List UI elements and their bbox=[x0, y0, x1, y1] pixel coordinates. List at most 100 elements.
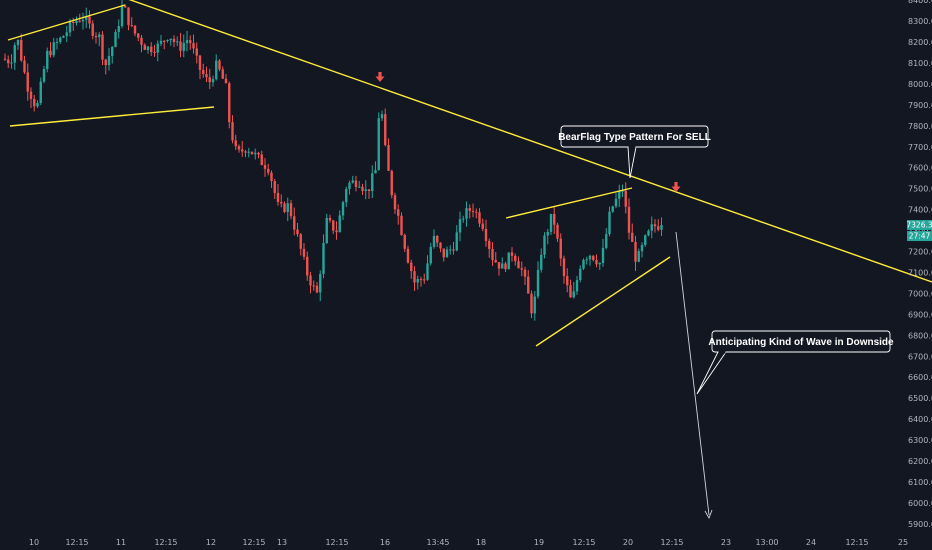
candle bbox=[322, 234, 325, 279]
candle bbox=[406, 245, 410, 264]
candle bbox=[42, 65, 46, 84]
candle bbox=[432, 229, 436, 249]
candle bbox=[302, 243, 306, 260]
candle bbox=[270, 170, 273, 188]
candle bbox=[455, 225, 458, 252]
candle bbox=[192, 34, 195, 54]
candle bbox=[33, 95, 36, 112]
candle bbox=[549, 213, 553, 235]
candle bbox=[410, 259, 413, 279]
candle bbox=[166, 39, 169, 43]
candle bbox=[179, 32, 182, 58]
candle bbox=[650, 216, 653, 239]
candle bbox=[634, 235, 637, 271]
candle bbox=[198, 54, 202, 80]
y-tick-label: 6300.0 bbox=[908, 436, 932, 445]
y-tick-label: 7500.0 bbox=[908, 185, 932, 194]
candle bbox=[276, 183, 280, 206]
candle bbox=[224, 73, 228, 84]
countdown-tag bbox=[907, 231, 932, 242]
candle bbox=[98, 32, 101, 47]
candle bbox=[507, 252, 510, 270]
candle bbox=[205, 66, 208, 82]
wave-callout[interactable]: Anticipating Kind of Wave in Downside bbox=[696, 330, 894, 395]
candle bbox=[465, 201, 468, 227]
candle bbox=[614, 192, 618, 209]
candle bbox=[458, 211, 462, 242]
candle bbox=[449, 245, 452, 255]
main-downtrend-line[interactable] bbox=[125, 0, 932, 283]
candle bbox=[150, 42, 153, 56]
x-tick-label: 13:45 bbox=[426, 538, 449, 547]
candle bbox=[153, 44, 156, 57]
candle bbox=[488, 238, 491, 258]
candle bbox=[338, 210, 341, 233]
candle bbox=[400, 212, 403, 236]
x-tick-label: 12:15 bbox=[154, 538, 177, 547]
candle bbox=[159, 34, 163, 47]
candle bbox=[10, 54, 13, 69]
y-tick-label: 8100.0 bbox=[908, 59, 932, 68]
left-triangle-lower[interactable] bbox=[9, 106, 215, 127]
candle bbox=[559, 233, 562, 267]
time-axis[interactable]: 10 12:15 11 12:15 12 12:15 13 12:15 16 13:45 18 19 1… bbox=[29, 538, 908, 547]
x-tick-label: 23 bbox=[721, 538, 731, 547]
candle bbox=[494, 252, 497, 264]
candle bbox=[81, 12, 85, 30]
candle bbox=[452, 242, 455, 255]
candle bbox=[601, 238, 605, 267]
candle bbox=[309, 271, 312, 294]
candle bbox=[657, 219, 660, 232]
y-tick-label: 8000.0 bbox=[908, 80, 932, 89]
flag-lower-line[interactable] bbox=[535, 256, 671, 347]
candle bbox=[335, 221, 338, 240]
projection-arrow-line bbox=[675, 231, 710, 516]
flag-upper-line[interactable] bbox=[505, 187, 633, 219]
candle bbox=[429, 242, 432, 266]
candle bbox=[325, 213, 328, 244]
candle bbox=[530, 290, 533, 319]
candle bbox=[644, 234, 647, 247]
candle bbox=[111, 45, 114, 64]
sell-arrow-icon bbox=[375, 72, 385, 82]
candle bbox=[354, 175, 358, 192]
candle bbox=[3, 53, 7, 61]
candle bbox=[176, 36, 179, 46]
candle bbox=[143, 43, 146, 50]
y-tick-label: 6800.0 bbox=[908, 331, 932, 340]
candle bbox=[133, 25, 137, 37]
y-tick-label: 6600.0 bbox=[908, 373, 932, 382]
candle bbox=[55, 38, 59, 50]
candle bbox=[228, 81, 231, 129]
candle bbox=[218, 58, 221, 72]
candle bbox=[416, 275, 419, 290]
candle bbox=[523, 266, 527, 286]
candle bbox=[250, 151, 254, 155]
x-tick-label: 13:00 bbox=[755, 538, 778, 547]
candle bbox=[520, 261, 523, 277]
candle bbox=[263, 158, 267, 177]
projection-arrow-head bbox=[704, 509, 713, 520]
x-tick-label: 13 bbox=[277, 538, 287, 547]
candle bbox=[543, 232, 546, 259]
candle bbox=[49, 42, 52, 58]
y-tick-label: 6700.0 bbox=[908, 352, 932, 361]
left-triangle-upper[interactable] bbox=[7, 4, 126, 41]
candle bbox=[39, 77, 42, 106]
candle bbox=[156, 40, 159, 62]
candle bbox=[640, 242, 644, 258]
candle bbox=[384, 108, 387, 147]
bearflag-callout[interactable]: BearFlag Type Pattern For SELL bbox=[558, 125, 711, 179]
candle bbox=[569, 279, 572, 298]
candle bbox=[163, 40, 166, 50]
candle bbox=[439, 242, 442, 253]
candle bbox=[124, 4, 127, 8]
candle bbox=[234, 134, 237, 150]
candle bbox=[582, 258, 585, 271]
candle bbox=[611, 205, 614, 213]
candle bbox=[257, 151, 260, 159]
candle bbox=[608, 206, 611, 237]
candle bbox=[423, 273, 426, 284]
candle bbox=[647, 229, 650, 237]
